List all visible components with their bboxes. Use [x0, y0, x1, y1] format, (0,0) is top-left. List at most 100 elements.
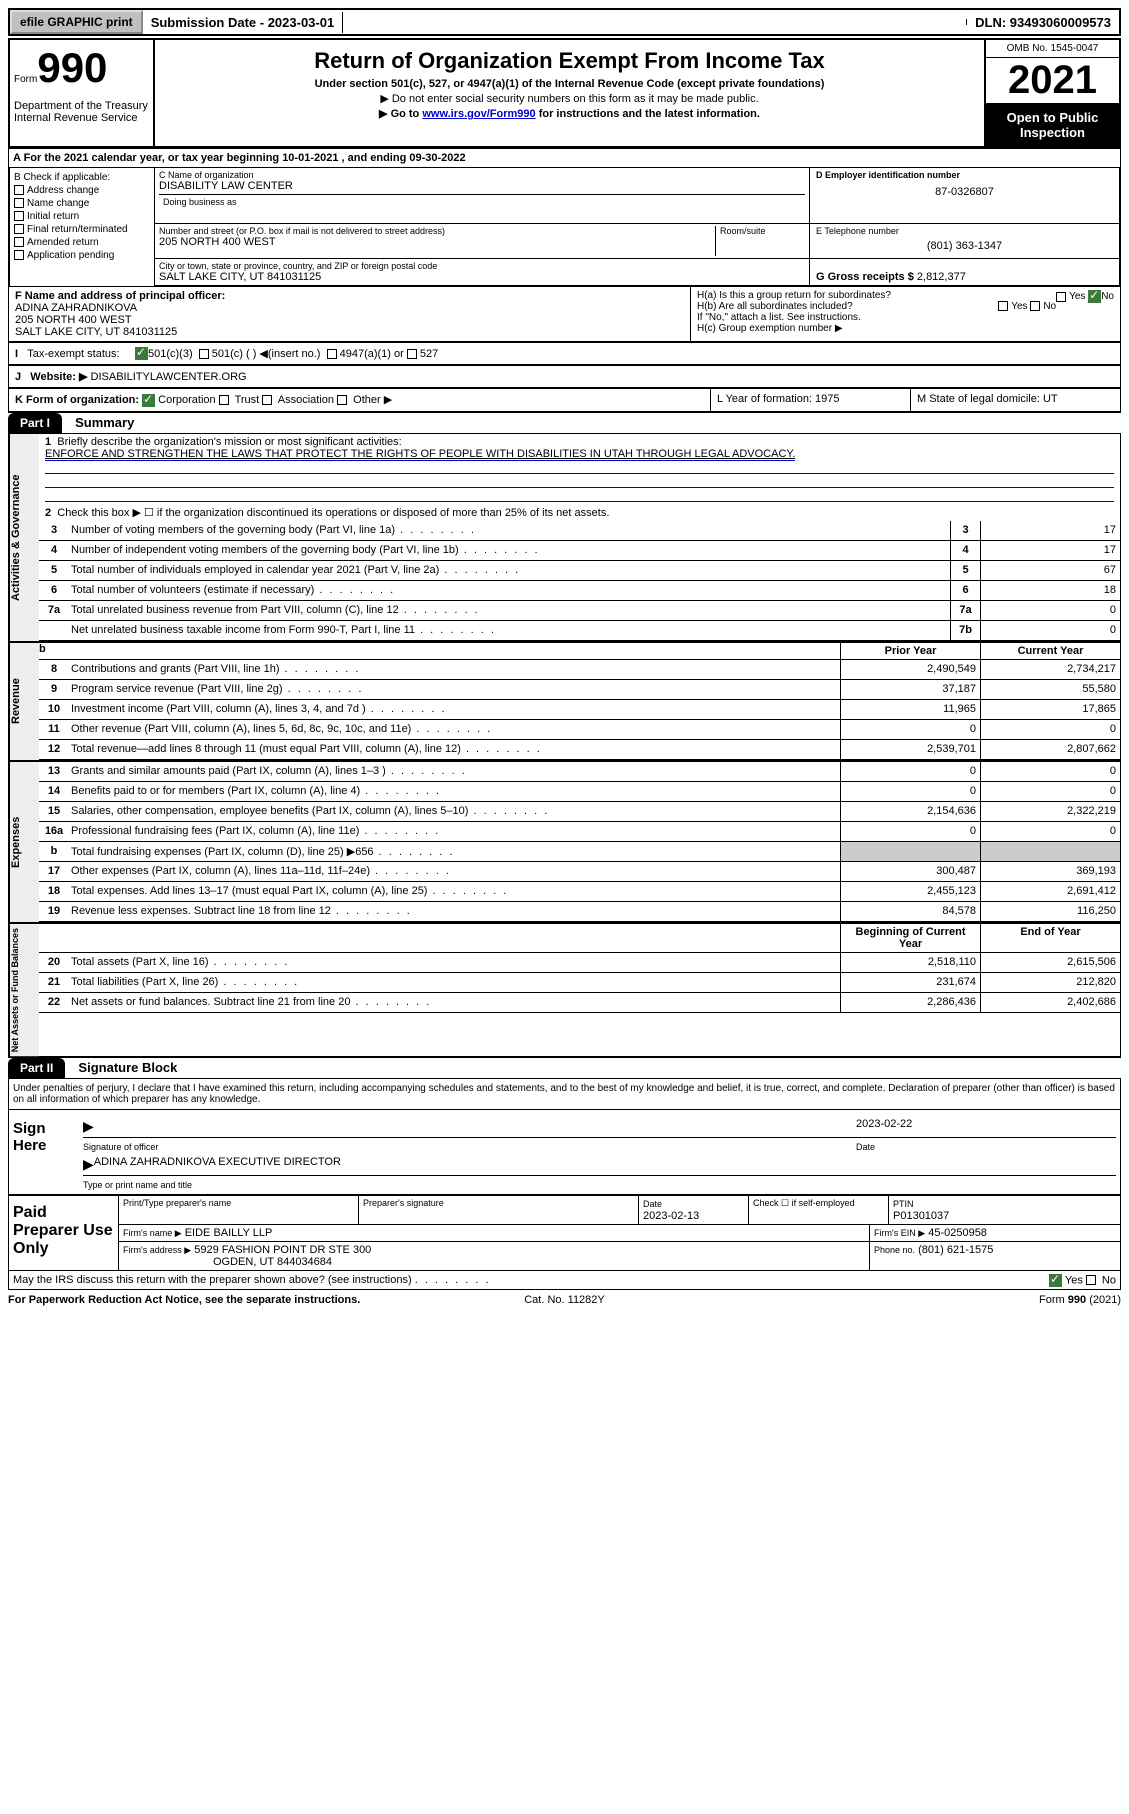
summary-line: 11Other revenue (Part VIII, column (A), … — [39, 720, 1120, 740]
j-label: Website: ▶ — [30, 371, 87, 383]
vert-expenses: Expenses — [9, 762, 39, 922]
end-year-hdr: End of Year — [980, 924, 1120, 952]
preparer-block: Paid Preparer Use Only Print/Type prepar… — [8, 1195, 1121, 1271]
dba-label: Doing business as — [163, 197, 801, 207]
g-gross-label: G Gross receipts $ — [816, 271, 914, 283]
prep-h4: Check ☐ if self-employed — [749, 1196, 889, 1224]
officer-city: SALT LAKE CITY, UT 841031125 — [15, 326, 684, 338]
firm-addr2: OGDEN, UT 844034684 — [123, 1256, 332, 1268]
c-name-label: C Name of organization — [159, 170, 805, 180]
signature-block: Under penalties of perjury, I declare th… — [8, 1078, 1121, 1195]
prep-h2: Preparer's signature — [359, 1196, 639, 1224]
chk-assoc[interactable] — [262, 395, 272, 405]
ein-value: 87-0326807 — [816, 180, 1113, 204]
summary-line: 21Total liabilities (Part X, line 26)231… — [39, 973, 1120, 993]
i-label: Tax-exempt status: — [27, 348, 119, 360]
hc-label: H(c) Group exemption number ▶ — [697, 323, 1114, 334]
chk-final[interactable]: Final return/terminated — [14, 224, 150, 235]
firm-phone: (801) 621-1575 — [918, 1244, 993, 1256]
chk-corp[interactable] — [142, 394, 155, 407]
summary-line: 19Revenue less expenses. Subtract line 1… — [39, 902, 1120, 922]
summary-line: 18Total expenses. Add lines 13–17 (must … — [39, 882, 1120, 902]
line2-label: Check this box ▶ ☐ if the organization d… — [57, 507, 609, 519]
city-value: SALT LAKE CITY, UT 841031125 — [159, 271, 805, 283]
form-label: Form — [14, 74, 37, 85]
summary-line: 14Benefits paid to or for members (Part … — [39, 782, 1120, 802]
dln: DLN: 93493060009573 — [967, 12, 1119, 33]
d-ein-label: D Employer identification number — [816, 170, 1113, 180]
summary-line: 4Number of independent voting members of… — [39, 541, 1120, 561]
part2-title: Signature Block — [68, 1057, 180, 1079]
part2-header: Part II — [8, 1058, 65, 1078]
col-b-checkboxes: B Check if applicable: Address change Na… — [10, 168, 155, 286]
efile-print-button[interactable]: efile GRAPHIC print — [10, 10, 143, 34]
sig-declaration: Under penalties of perjury, I declare th… — [9, 1079, 1120, 1110]
footer-center: Cat. No. 11282Y — [379, 1294, 750, 1306]
f-officer-label: F Name and address of principal officer: — [15, 290, 684, 302]
chk-527[interactable] — [407, 349, 417, 359]
officer-name: ADINA ZAHRADNIKOVA — [15, 302, 684, 314]
prior-year-hdr: Prior Year — [840, 643, 980, 659]
m-state: M State of legal domicile: UT — [910, 389, 1120, 411]
expenses-section: Expenses 13Grants and similar amounts pa… — [8, 761, 1121, 923]
summary-line: 15Salaries, other compensation, employee… — [39, 802, 1120, 822]
summary-line: bTotal fundraising expenses (Part IX, co… — [39, 842, 1120, 862]
chk-other[interactable] — [337, 395, 347, 405]
discuss-label: May the IRS discuss this return with the… — [13, 1274, 412, 1286]
footer-left: For Paperwork Reduction Act Notice, see … — [8, 1294, 379, 1306]
summary-line: 3Number of voting members of the governi… — [39, 521, 1120, 541]
irs-link[interactable]: www.irs.gov/Form990 — [422, 108, 535, 120]
prep-label: Paid Preparer Use Only — [9, 1196, 119, 1270]
sig-officer-label: Signature of officer — [83, 1142, 856, 1152]
omb-number: OMB No. 1545-0047 — [986, 40, 1119, 58]
chk-initial[interactable]: Initial return — [14, 211, 150, 222]
chk-address[interactable]: Address change — [14, 185, 150, 196]
discuss-yes[interactable] — [1049, 1274, 1062, 1287]
vert-netassets: Net Assets or Fund Balances — [9, 924, 39, 1056]
summary-line: 5Total number of individuals employed in… — [39, 561, 1120, 581]
summary-line: 7aTotal unrelated business revenue from … — [39, 601, 1120, 621]
ptin-value: P01301037 — [893, 1210, 949, 1222]
summary-line: 6Total number of volunteers (estimate if… — [39, 581, 1120, 601]
revenue-section: Revenue bPrior YearCurrent Year 8Contrib… — [8, 642, 1121, 761]
room-label: Room/suite — [720, 226, 805, 236]
line1-label: Briefly describe the organization's miss… — [57, 436, 401, 448]
vert-governance: Activities & Governance — [9, 434, 39, 641]
form-number: 990 — [37, 44, 107, 91]
tax-year: 2021 — [986, 58, 1119, 104]
chk-name[interactable]: Name change — [14, 198, 150, 209]
discuss-no[interactable] — [1086, 1275, 1096, 1285]
chk-trust[interactable] — [219, 395, 229, 405]
netassets-section: Net Assets or Fund Balances Beginning of… — [8, 923, 1121, 1057]
prep-date: 2023-02-13 — [643, 1210, 699, 1222]
chk-501c3[interactable] — [135, 347, 148, 360]
chk-pending[interactable]: Application pending — [14, 250, 150, 261]
officer-street: 205 NORTH 400 WEST — [15, 314, 684, 326]
part1-header: Part I — [8, 413, 62, 433]
mission-text: ENFORCE AND STRENGTHEN THE LAWS THAT PRO… — [45, 448, 795, 461]
chk-amended[interactable]: Amended return — [14, 237, 150, 248]
summary-line: 9Program service revenue (Part VIII, lin… — [39, 680, 1120, 700]
k-label: K Form of organization: — [15, 394, 139, 406]
sign-here-label: Sign Here — [9, 1110, 79, 1194]
summary-line: 16aProfessional fundraising fees (Part I… — [39, 822, 1120, 842]
subtitle-1: Under section 501(c), 527, or 4947(a)(1)… — [165, 78, 974, 90]
e-phone-label: E Telephone number — [816, 226, 1113, 236]
main-title: Return of Organization Exempt From Incom… — [165, 48, 974, 74]
h-note: If "No," attach a list. See instructions… — [697, 312, 1114, 323]
summary-line: 13Grants and similar amounts paid (Part … — [39, 762, 1120, 782]
prep-h1: Print/Type preparer's name — [119, 1196, 359, 1224]
chk-4947[interactable] — [327, 349, 337, 359]
sig-name-label: Type or print name and title — [83, 1180, 1116, 1190]
firm-addr1: 5929 FASHION POINT DR STE 300 — [194, 1244, 371, 1256]
summary-line: 12Total revenue—add lines 8 through 11 (… — [39, 740, 1120, 760]
subtitle-2: ▶ Do not enter social security numbers o… — [165, 92, 974, 105]
ha-label: H(a) Is this a group return for subordin… — [697, 290, 891, 301]
form-header: Form990 Department of the Treasury Inter… — [8, 38, 1121, 148]
dept-label: Department of the Treasury Internal Reve… — [14, 100, 149, 124]
part1-title: Summary — [65, 412, 137, 434]
row-a-period: A For the 2021 calendar year, or tax yea… — [8, 148, 1121, 168]
city-label: City or town, state or province, country… — [159, 261, 805, 271]
chk-501c[interactable] — [199, 349, 209, 359]
footer-right: Form 990 (2021) — [750, 1294, 1121, 1306]
